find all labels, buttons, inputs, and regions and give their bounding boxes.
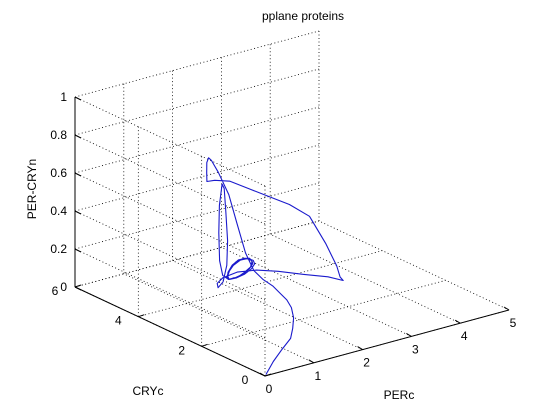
floor-gridline-y: [138, 250, 383, 318]
z-tick-label: 0: [60, 280, 67, 294]
z-axis-label: PER-CRYn: [25, 159, 39, 219]
x-tick-label: 5: [510, 316, 517, 330]
y-tick-label: 0: [242, 373, 249, 387]
z-tick-mark: [74, 248, 82, 253]
y-tick-mark: [264, 373, 272, 377]
z-tick-mark: [74, 172, 82, 177]
z-tick-mark: [74, 210, 82, 215]
axis-layer: [74, 97, 510, 377]
back-wall-gridline-z: [74, 220, 320, 288]
x-tick-label: 1: [314, 369, 321, 383]
x-tick-mark: [259, 372, 266, 377]
x-axis-label: PERc: [384, 388, 415, 402]
x-tick-label: 2: [363, 356, 370, 370]
x-tick-mark: [308, 359, 315, 364]
z-tick-mark: [74, 286, 82, 291]
y-tick-label: 2: [178, 343, 185, 357]
back-wall-gridline-z: [74, 144, 320, 212]
back-wall-gridline-z: [74, 182, 320, 250]
y-axis-line: [74, 286, 266, 377]
z-tick-mark: [74, 134, 82, 139]
y-axis-label: CRYc: [132, 384, 163, 398]
y-tick-label: 6: [52, 284, 59, 298]
back-wall-gridline-z: [74, 30, 320, 98]
z-tick-label: 0.8: [50, 128, 67, 142]
x-tick-mark: [357, 346, 363, 351]
z-tick-mark: [74, 96, 82, 101]
y-tick-mark: [138, 314, 145, 318]
y-tick-label: 4: [115, 314, 122, 328]
x-tick-label: 0: [266, 382, 273, 396]
y-tick-mark: [74, 284, 82, 288]
x-tick-mark: [503, 306, 510, 311]
z-tick-label: 0.2: [50, 242, 67, 256]
back-wall-gridline-z: [74, 68, 320, 136]
back-wall-gridline-z: [74, 106, 320, 174]
z-tick-label: 0.6: [50, 166, 67, 180]
x-tick-label: 3: [412, 342, 419, 356]
x-tick-label: 4: [461, 329, 468, 343]
floor-gridline-y: [201, 279, 446, 347]
z-tick-label: 1: [60, 90, 67, 104]
data-layer: [206, 157, 344, 375]
x-tick-mark: [406, 332, 412, 337]
x-tick-mark: [454, 319, 461, 324]
trajectory-line: [206, 157, 344, 375]
y-tick-mark: [201, 343, 208, 347]
chart-title: pplane proteins: [262, 9, 344, 23]
x-axis-line: [264, 309, 510, 377]
z-tick-label: 0.4: [50, 204, 67, 218]
